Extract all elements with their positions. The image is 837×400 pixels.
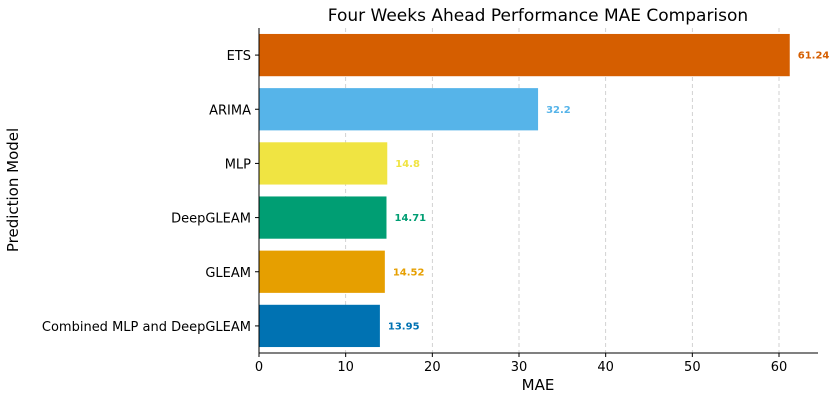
bar	[259, 196, 387, 239]
bars	[259, 33, 790, 348]
bar	[259, 250, 385, 293]
y-tick-label: ARIMA	[209, 103, 251, 118]
bar	[259, 142, 388, 185]
bar-value-label: 14.52	[393, 267, 425, 278]
y-axis-label: Prediction Model	[4, 128, 22, 252]
y-tick-label: DeepGLEAM	[171, 212, 251, 227]
x-tick-label: 0	[255, 360, 263, 375]
x-tick-label: 60	[771, 360, 788, 375]
y-tick-label: MLP	[225, 157, 251, 172]
x-tick-label: 30	[511, 360, 528, 375]
x-tick-label: 10	[337, 360, 354, 375]
bar-value-label: 14.8	[395, 159, 420, 170]
bar	[259, 33, 790, 77]
x-axis-label: MAE	[522, 376, 555, 394]
bar-value-label: 32.2	[546, 105, 571, 116]
chart-title: Four Weeks Ahead Performance MAE Compari…	[328, 6, 748, 26]
bar	[259, 88, 539, 131]
y-tick-label: ETS	[227, 49, 251, 64]
bar-value-label: 14.71	[394, 213, 426, 224]
y-tick-label: GLEAM	[205, 266, 251, 281]
x-tick-label: 40	[597, 360, 614, 375]
data-labels: 61.24 32.2 14.8 14.71 14.52 13.95	[388, 51, 830, 333]
x-tick-label: 50	[684, 360, 701, 375]
grid-lines	[345, 28, 780, 353]
bar-value-label: 61.24	[798, 51, 830, 62]
bar-value-label: 13.95	[388, 321, 420, 332]
bar	[259, 304, 380, 348]
y-tick-label: Combined MLP and DeepGLEAM	[42, 320, 251, 335]
x-tick-label: 20	[424, 360, 441, 375]
x-axis-ticks: 0 10 20 30 40 50 60	[255, 353, 787, 375]
y-axis-ticks: ETS ARIMA MLP DeepGLEAM GLEAM Combined MLP an…	[42, 49, 259, 335]
